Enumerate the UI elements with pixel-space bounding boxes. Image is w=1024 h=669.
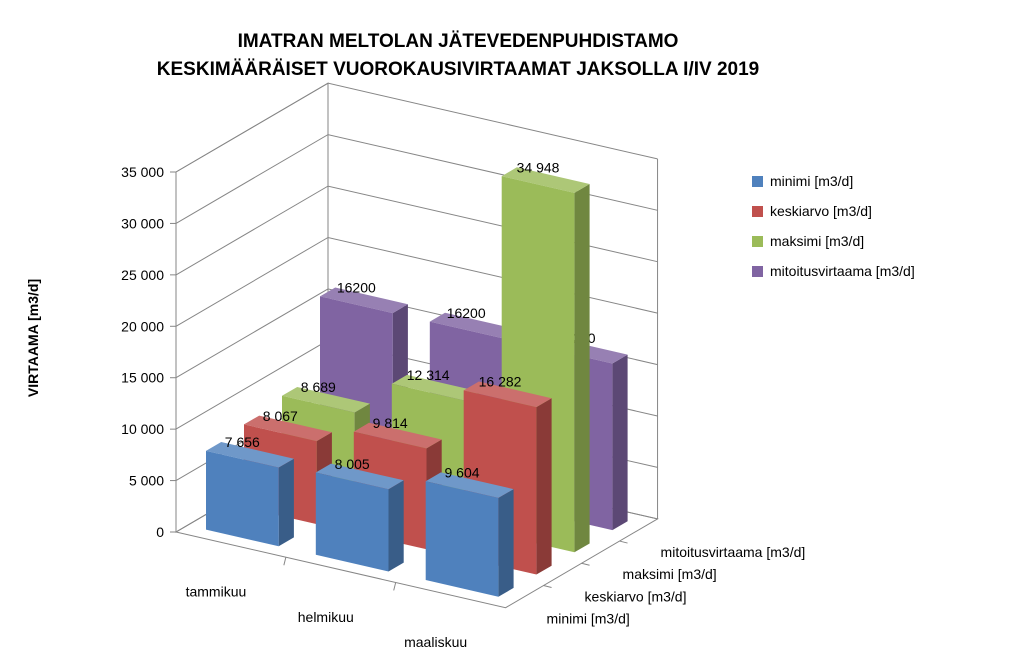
category-labels: tammikuu helmikuu maaliskuu: [186, 584, 468, 650]
bar: [425, 472, 514, 597]
data-label: 8 005: [335, 456, 370, 472]
y-tick-label: 25 000: [121, 267, 164, 283]
legend-swatch: [752, 206, 763, 217]
y-tick-label: 20 000: [121, 318, 164, 334]
bar-front: [315, 472, 389, 572]
y-tick-label: 35 000: [121, 164, 164, 180]
legend: minimi [m3/d] keskiarvo [m3/d] maksimi [m3…: [752, 173, 915, 279]
y-tick-label: 5 000: [129, 473, 164, 489]
z-tick-mark: [619, 540, 628, 544]
gridline: [175, 82, 658, 173]
bar-front: [206, 450, 279, 547]
chart-title: IMATRAN MELTOLAN JÄTEVEDENPUHDISTAMO: [238, 31, 679, 52]
legend-swatch: [752, 266, 763, 277]
y-tick-label: 15 000: [121, 370, 164, 386]
data-label: 8 689: [301, 379, 336, 395]
bar-top: [206, 442, 294, 468]
bar-side: [498, 489, 514, 597]
bar-top: [391, 374, 480, 401]
z-tick-mark: [543, 584, 552, 588]
y-tick-label: 0: [156, 524, 164, 540]
bar: [206, 442, 294, 547]
bar-top: [282, 387, 370, 413]
bar-top: [315, 463, 404, 490]
bar-top: [244, 415, 332, 442]
bar-side: [574, 184, 590, 553]
bar-side: [388, 480, 404, 572]
data-label: 9 604: [445, 465, 480, 481]
data-label: 16200: [337, 280, 376, 296]
data-label: 16 282: [479, 374, 522, 390]
data-label: 8 067: [263, 408, 298, 424]
data-label: 34 948: [517, 160, 560, 176]
bar-top: [320, 287, 408, 314]
legend-label: maksimi [m3/d]: [770, 233, 864, 249]
data-label: 16200: [447, 305, 486, 321]
bar-top: [463, 381, 552, 408]
chart-subtitle: KESKIMÄÄRÄISET VUOROKAUSIVIRTAAMAT JAKSO…: [157, 59, 759, 80]
data-label: 9 814: [373, 415, 408, 431]
x-tick-mark: [393, 582, 397, 591]
bar-side: [612, 354, 628, 531]
bar-side: [278, 458, 294, 547]
bar-top: [353, 422, 442, 449]
bar-top: [501, 167, 590, 193]
y-tick-label: 10 000: [121, 421, 164, 437]
series-axis-labels: minimi [m3/d] keskiarvo [m3/d] maksimi [m3…: [547, 544, 806, 627]
bar-top: [429, 312, 518, 339]
series-axis-label: maksimi [m3/d]: [623, 566, 717, 582]
category-label: tammikuu: [186, 584, 247, 600]
legend-label: minimi [m3/d]: [770, 173, 853, 189]
z-tick-mark: [581, 562, 590, 566]
x-tick-mark: [283, 557, 287, 566]
legend-label: keskiarvo [m3/d]: [770, 203, 872, 219]
data-label: 12 314: [407, 367, 450, 383]
category-label: maaliskuu: [404, 634, 467, 650]
legend-label: mitoitusvirtaama [m3/d]: [770, 263, 915, 279]
y-tick-labels: 0 5 000 10 000 15 000 20 000 25 000 30 000 35 0…: [121, 164, 164, 540]
series-axis-label: keskiarvo [m3/d]: [585, 588, 687, 604]
y-tick-label: 30 000: [121, 215, 164, 231]
series-axis-label: mitoitusvirtaama [m3/d]: [661, 544, 806, 560]
legend-swatch: [752, 236, 763, 247]
category-label: helmikuu: [298, 609, 354, 625]
data-label: 7 656: [225, 434, 260, 450]
bar-side: [536, 398, 552, 575]
bar-front: [425, 481, 499, 597]
bar: [315, 463, 404, 572]
y-axis-label: VIRTAAMA [m3/d]: [25, 279, 41, 397]
series-axis-label: minimi [m3/d]: [547, 611, 630, 627]
legend-swatch: [752, 176, 763, 187]
bar-top: [425, 472, 514, 498]
